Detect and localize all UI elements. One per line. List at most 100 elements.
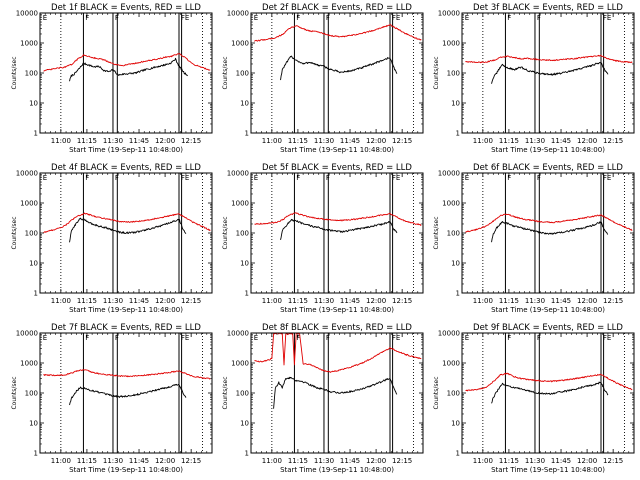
series-line-events	[280, 55, 398, 81]
y-tick-label: 100	[447, 230, 460, 238]
chart-title: Det 5f BLACK = Events, RED = LLD	[262, 163, 412, 173]
y-axis-label: Counts/sec	[11, 376, 18, 409]
y-tick-label: 10	[240, 100, 249, 108]
plot-frame	[250, 332, 424, 454]
x-tick-label: 12:15	[181, 297, 201, 305]
y-axis-label: Counts/sec	[433, 56, 440, 89]
y-tick-label: 1000	[20, 40, 38, 48]
series-line-events	[280, 218, 398, 240]
x-tick-label: 12:00	[366, 137, 386, 145]
flag-label: F	[326, 174, 330, 182]
y-tick-label: 1000	[20, 200, 38, 208]
y-tick-label: 100	[25, 230, 38, 238]
y-tick-label: 100	[25, 70, 38, 78]
x-tick-label: 12:00	[577, 297, 597, 305]
y-axis-label: Counts/sec	[11, 216, 18, 249]
x-tick-label: 12:15	[603, 457, 623, 465]
x-tick-label: 11:15	[77, 137, 97, 145]
y-tick-label: 1000	[442, 200, 460, 208]
series-line-lld	[465, 372, 633, 392]
y-tick-label: 100	[25, 390, 38, 398]
y-tick-label: 1	[34, 450, 38, 458]
chart-title: Det 3f BLACK = Events, RED = LLD	[473, 3, 623, 13]
series-line-lld	[43, 53, 211, 72]
flag-label: F	[537, 174, 541, 182]
flag-label: F	[115, 14, 119, 22]
x-tick-label: 11:15	[288, 137, 308, 145]
x-tick-label: 12:00	[155, 137, 175, 145]
chart-title: Det 1f BLACK = Events, RED = LLD	[51, 3, 201, 13]
x-tick-label: 11:00	[262, 457, 282, 465]
y-tick-label: 10	[29, 100, 38, 108]
flag-label: F	[326, 334, 330, 342]
x-tick-label: 11:45	[551, 297, 571, 305]
y-tick-label: 1	[245, 290, 249, 298]
x-axis-label: Start Time (19-Sep-11 10:48:00)	[491, 306, 605, 314]
chart-title: Det 9f BLACK = Events, RED = LLD	[473, 323, 623, 333]
chart-panel-4: Det 4f BLACK = Events, RED = LLD 1 10 100 10…	[11, 163, 213, 314]
y-tick-label: 1	[456, 290, 460, 298]
y-tick-label: 1000	[231, 40, 249, 48]
x-axis-label: Start Time (19-Sep-11 10:48:00)	[69, 146, 183, 154]
y-tick-label: 1000	[231, 200, 249, 208]
y-tick-label: 1	[245, 130, 249, 138]
x-tick-label: 11:00	[473, 457, 493, 465]
y-tick-label: 10000	[227, 10, 249, 18]
series-line-events	[273, 376, 398, 409]
y-tick-label: 10000	[16, 170, 38, 178]
y-tick-label: 10	[451, 100, 460, 108]
x-tick-label: 12:15	[603, 137, 623, 145]
x-tick-label: 12:00	[577, 137, 597, 145]
y-tick-label: 10000	[16, 330, 38, 338]
series-line-events	[491, 220, 609, 243]
flag-label: FE	[181, 14, 189, 22]
y-tick-label: 100	[447, 390, 460, 398]
y-tick-label: 10000	[16, 10, 38, 18]
y-tick-label: 1	[456, 450, 460, 458]
flag-label: FE	[392, 14, 400, 22]
chart-panel-6: Det 6f BLACK = Events, RED = LLD 1 10 100 10…	[433, 163, 635, 314]
y-tick-label: 10	[29, 260, 38, 268]
x-tick-label: 11:30	[103, 297, 123, 305]
x-tick-label: 12:00	[366, 297, 386, 305]
y-axis-label: Counts/sec	[222, 376, 229, 409]
flag-label: E	[465, 334, 469, 342]
y-tick-label: 100	[236, 390, 249, 398]
plot-frame	[39, 172, 213, 294]
x-tick-label: 11:15	[77, 457, 97, 465]
x-tick-label: 12:15	[181, 457, 201, 465]
x-tick-label: 12:00	[155, 457, 175, 465]
x-tick-label: 11:15	[499, 457, 519, 465]
flag-label: FE	[392, 334, 400, 342]
y-tick-label: 10	[451, 260, 460, 268]
flag-label: F	[115, 334, 119, 342]
y-tick-label: 10	[240, 260, 249, 268]
series-line-lld	[254, 332, 422, 373]
x-axis-label: Start Time (19-Sep-11 10:48:00)	[491, 466, 605, 474]
x-tick-label: 11:00	[473, 297, 493, 305]
series-line-lld	[43, 369, 211, 380]
x-tick-label: 11:30	[525, 137, 545, 145]
x-tick-label: 12:15	[392, 457, 412, 465]
y-axis-label: Counts/sec	[433, 376, 440, 409]
flag-label: E	[43, 14, 47, 22]
x-tick-label: 12:15	[392, 137, 412, 145]
chart-title: Det 2f BLACK = Events, RED = LLD	[262, 3, 412, 13]
plot-frame	[250, 12, 424, 134]
y-tick-label: 10000	[438, 170, 460, 178]
y-tick-label: 100	[236, 230, 249, 238]
flag-label: F	[115, 174, 119, 182]
flag-label: F	[296, 334, 300, 342]
flag-label: E	[465, 14, 469, 22]
y-tick-label: 1000	[442, 40, 460, 48]
x-tick-label: 11:15	[288, 457, 308, 465]
flag-label: F	[507, 174, 511, 182]
y-axis-label: Counts/sec	[11, 56, 18, 89]
x-tick-label: 11:45	[129, 457, 149, 465]
x-tick-label: 11:45	[129, 297, 149, 305]
x-tick-label: 11:30	[525, 457, 545, 465]
x-axis-label: Start Time (19-Sep-11 10:48:00)	[280, 466, 394, 474]
x-axis-label: Start Time (19-Sep-11 10:48:00)	[280, 146, 394, 154]
chart-panel-8: Det 8f BLACK = Events, RED = LLD 1 10 100 10…	[222, 323, 424, 474]
x-tick-label: 11:00	[473, 137, 493, 145]
